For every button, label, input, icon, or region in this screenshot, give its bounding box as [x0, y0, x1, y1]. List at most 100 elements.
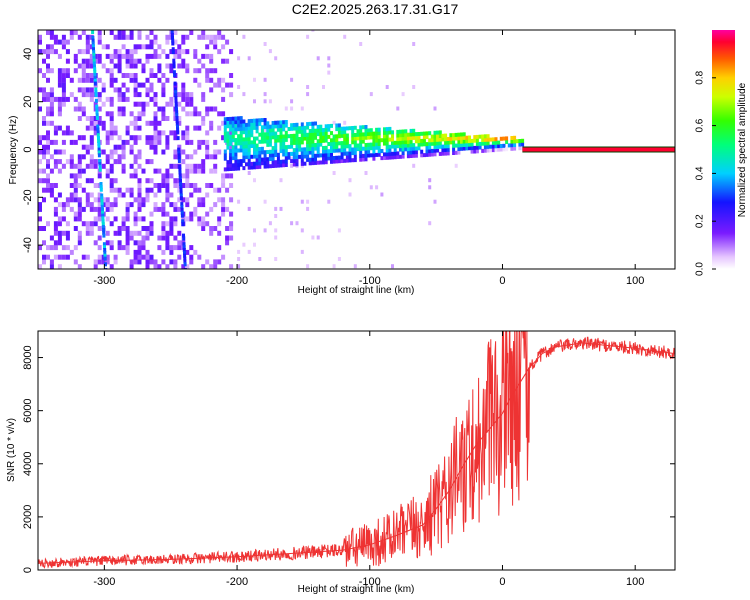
spectrogram-cell	[89, 87, 94, 93]
spectrogram-cell	[268, 99, 272, 104]
spectrogram-cell	[181, 135, 186, 141]
spectrogram-cell	[205, 154, 210, 160]
spectrogram-cell	[61, 216, 66, 222]
spectrogram-cell	[185, 96, 190, 102]
spectrogram-cell	[324, 124, 328, 129]
spectrogram-cell	[57, 264, 62, 269]
spectrogram-cell	[170, 32, 174, 37]
spectrogram-cell	[242, 166, 246, 171]
spectrogram-cell	[253, 151, 256, 155]
spectrogram-cell	[399, 129, 402, 134]
spectrogram-cell	[263, 128, 267, 132]
spectrogram-cell	[430, 152, 434, 157]
spectrogram-cell	[303, 161, 307, 166]
spectrogram-cell	[169, 230, 174, 236]
spectrogram-cell	[121, 144, 126, 150]
spectrogram-cell	[510, 146, 514, 151]
spectrogram-cell	[175, 121, 179, 126]
spectrogram-cell	[209, 106, 214, 112]
spectrogram-cell	[129, 49, 134, 55]
spectrogram-cell	[149, 39, 154, 45]
spectrogram-cell	[189, 211, 194, 217]
spectrogram-cell	[77, 183, 82, 188]
spectrogram-cell	[306, 92, 310, 97]
spectrogram-cell	[292, 137, 296, 142]
spectrogram-cell	[401, 92, 405, 97]
spectrogram-cell	[113, 87, 118, 93]
spectrogram-cell	[141, 106, 146, 112]
spectrogram-cell	[396, 106, 400, 111]
spectrogram-cell	[221, 87, 226, 93]
spectrogram-cell	[185, 163, 190, 169]
spectrogram-cell	[335, 123, 339, 128]
spectrogram-cell	[242, 34, 246, 39]
spectrogram-cell	[137, 101, 142, 107]
spectrogram-cell	[175, 113, 179, 118]
spectrogram-cell	[348, 154, 352, 159]
spectrogram-cell	[53, 149, 58, 155]
spectrogram-cell	[335, 148, 339, 153]
snr-frame	[37, 330, 676, 571]
spectrogram-cell	[319, 142, 323, 147]
spectrogram-cell	[284, 152, 288, 157]
spectrogram-cell	[97, 120, 102, 126]
spectrogram-cell	[133, 197, 138, 203]
spectrogram-cell	[173, 116, 178, 121]
spectrogram-cell	[173, 221, 178, 227]
spectrogram-cell	[311, 30, 315, 32]
spectrogram-cell	[284, 148, 288, 153]
spectrogram-cell	[105, 206, 110, 212]
spectrogram-cell	[53, 39, 58, 45]
spectrogram-cell	[229, 235, 234, 241]
spectrogram-cell	[468, 142, 471, 147]
spectrogram-cell	[93, 183, 98, 188]
spectrogram-cell	[441, 151, 445, 156]
spectrogram-cell	[337, 155, 341, 160]
spectrogram-cell	[109, 178, 114, 184]
spectrogram-cell	[409, 128, 413, 133]
spectrogram-cell	[89, 116, 94, 121]
spectrogram-cell	[335, 127, 339, 132]
spectrogram-cell	[414, 150, 418, 155]
spectrogram-cell	[157, 139, 162, 145]
spectrogram-cell	[340, 133, 344, 138]
spectrogram-cell	[101, 101, 106, 107]
spectrogram-cell	[149, 139, 154, 145]
spectrogram-cell	[417, 135, 421, 140]
spectrogram-cell	[271, 146, 275, 151]
spectrogram-cell	[97, 58, 102, 64]
spectrogram-cell	[38, 226, 42, 231]
spectrogram-cell	[137, 125, 142, 131]
spectrogram-cell	[173, 178, 178, 184]
snr-y-label: SNR (10 * v/v)	[6, 418, 17, 482]
spectrogram-cell	[177, 147, 181, 152]
spectrogram-cell	[173, 216, 178, 222]
spectrogram-cell	[234, 130, 238, 135]
spectrogram-cell	[133, 173, 138, 179]
spectrogram-cell	[295, 133, 299, 138]
spectrogram-cell	[425, 149, 429, 154]
spectrogram-cell	[306, 125, 310, 130]
spectrogram-cell	[298, 126, 302, 131]
spectrogram-cell	[209, 226, 214, 231]
spectrogram-cell	[109, 30, 114, 35]
spectrogram-cell	[165, 235, 170, 241]
spectrogram-cell	[245, 140, 248, 145]
spectrogram-cell	[367, 146, 371, 151]
spectrogram-cell	[209, 168, 214, 174]
spectrogram-cell	[231, 148, 235, 153]
spectrogram-cell	[157, 245, 162, 251]
spectrogram-cell	[149, 144, 154, 150]
spectrogram-cell	[92, 50, 96, 55]
spectrogram-cell	[153, 139, 158, 145]
spectrogram-cell	[489, 137, 493, 142]
spectrogram-cell	[176, 124, 179, 129]
spectrogram-cell	[201, 163, 206, 169]
spectrogram-cell	[284, 120, 288, 124]
spectrogram-cell	[399, 133, 402, 138]
spectrogram-cell	[237, 56, 241, 61]
spectrogram-cell	[173, 206, 178, 212]
spectrogram-cell	[253, 140, 256, 145]
spectrogram-cell	[396, 155, 400, 159]
spectrogram-cell	[279, 145, 283, 150]
